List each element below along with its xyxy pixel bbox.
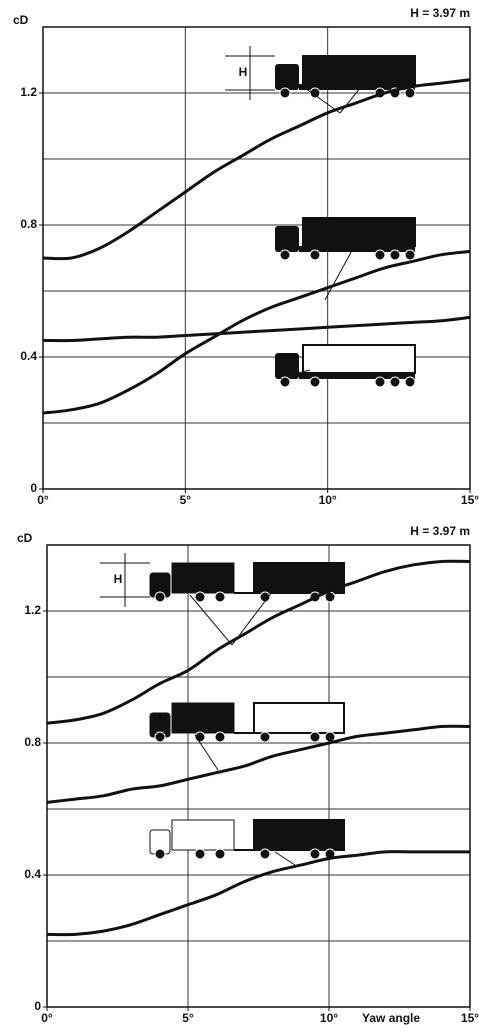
wheel bbox=[259, 848, 271, 860]
annotation: H = 3.97 m bbox=[410, 524, 470, 538]
wheel bbox=[154, 848, 166, 860]
wheel bbox=[194, 591, 206, 603]
curve bbox=[46, 724, 471, 804]
wheel bbox=[214, 848, 226, 860]
wheel bbox=[389, 376, 401, 388]
y-tick-label: 0 bbox=[34, 999, 41, 1013]
leader-line bbox=[324, 244, 356, 301]
curve bbox=[46, 850, 470, 937]
height-label: H bbox=[114, 572, 123, 586]
x-tick-label: 15° bbox=[461, 1011, 479, 1025]
trailer bbox=[253, 819, 345, 851]
wheel bbox=[309, 87, 321, 99]
trailer bbox=[253, 562, 345, 594]
x-tick-label: 5° bbox=[182, 1011, 194, 1025]
y-tick-label: 0.8 bbox=[20, 217, 37, 231]
y-tick-label: 0 bbox=[30, 481, 37, 495]
x-tick-label: 10° bbox=[319, 493, 337, 507]
box bbox=[171, 562, 235, 594]
y-tick-label: 1.2 bbox=[20, 85, 37, 99]
x-tick-label: 15° bbox=[461, 493, 479, 507]
y-tick-label: 1.2 bbox=[24, 603, 41, 617]
wheel bbox=[154, 731, 166, 743]
cab bbox=[275, 353, 299, 379]
leader-line bbox=[194, 734, 219, 771]
wheel bbox=[309, 249, 321, 261]
trailer bbox=[302, 344, 416, 374]
x-tick-label: 0° bbox=[37, 493, 49, 507]
x-tick-label: 0° bbox=[41, 1011, 53, 1025]
x-tick-label: 5° bbox=[180, 493, 192, 507]
wheel bbox=[194, 848, 206, 860]
wheel bbox=[259, 731, 271, 743]
wheel bbox=[309, 731, 321, 743]
wheel bbox=[374, 376, 386, 388]
box bbox=[171, 702, 235, 734]
wheel bbox=[279, 249, 291, 261]
y-tick-label: 0.8 bbox=[24, 735, 41, 749]
curve bbox=[42, 78, 471, 261]
curve bbox=[42, 315, 471, 343]
wheel bbox=[404, 249, 416, 261]
x-tick-label: 10° bbox=[320, 1011, 338, 1025]
panel: 0 0.4 0.8 1.2 0° 5° 10° 15° cD H = 3.97 m Yaw angl… bbox=[17, 524, 479, 1025]
y-tick-label: 0.4 bbox=[24, 867, 41, 881]
wheel bbox=[309, 376, 321, 388]
wheel bbox=[214, 591, 226, 603]
height-label: H bbox=[239, 65, 248, 79]
wheel bbox=[154, 591, 166, 603]
wheel bbox=[404, 87, 416, 99]
wheel bbox=[374, 249, 386, 261]
y-tick-label: 0.4 bbox=[20, 349, 37, 363]
trailer bbox=[253, 702, 345, 734]
wheel bbox=[214, 731, 226, 743]
wheel bbox=[279, 87, 291, 99]
leader-line bbox=[189, 594, 233, 646]
panel: 0 0.4 0.8 1.2 0° 5° 10° 15° cD H = 3.97 m H bbox=[13, 6, 479, 507]
wheel bbox=[309, 848, 321, 860]
plot-frame bbox=[46, 544, 471, 1008]
chassis bbox=[299, 373, 415, 379]
wheel bbox=[279, 376, 291, 388]
cab bbox=[275, 226, 299, 252]
trailer bbox=[302, 217, 416, 247]
curve bbox=[42, 249, 471, 415]
y-axis-label: cD bbox=[13, 13, 29, 27]
curve bbox=[46, 559, 471, 725]
wheel bbox=[389, 249, 401, 261]
chassis bbox=[299, 84, 415, 90]
trailer bbox=[302, 55, 416, 85]
cab bbox=[275, 64, 299, 90]
wheel bbox=[404, 376, 416, 388]
chassis bbox=[299, 246, 415, 252]
annotation: H = 3.97 m bbox=[410, 6, 470, 20]
leader-line bbox=[274, 851, 296, 866]
y-axis-label: cD bbox=[17, 531, 33, 545]
x-axis-label: Yaw angle bbox=[362, 1011, 420, 1025]
leader-line bbox=[289, 369, 311, 376]
box bbox=[171, 819, 235, 851]
